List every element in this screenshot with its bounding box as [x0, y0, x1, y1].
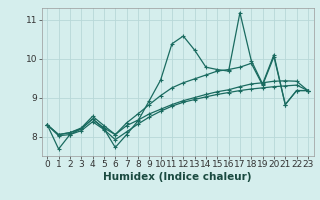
X-axis label: Humidex (Indice chaleur): Humidex (Indice chaleur)	[103, 172, 252, 182]
